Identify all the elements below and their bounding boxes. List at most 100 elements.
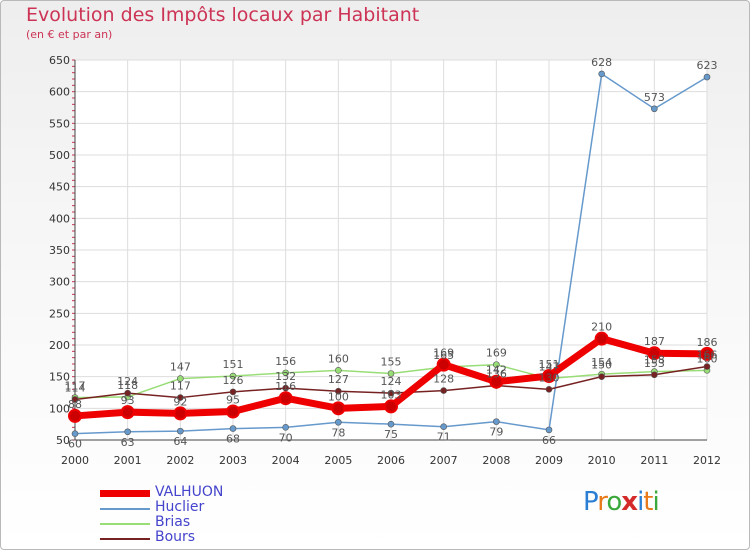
x-tick-label: 2000 [61, 454, 89, 467]
x-tick-label: 2010 [588, 454, 616, 467]
data-point-bours [703, 363, 711, 370]
data-label-huclier: 573 [644, 91, 665, 104]
data-label-valhuon: 103 [381, 388, 402, 401]
logo-letter-o: o [606, 487, 622, 517]
y-tick-label: 50 [56, 434, 70, 447]
data-point-bours [71, 396, 79, 403]
data-label-bours: 124 [117, 375, 138, 388]
data-point-huclier [335, 418, 342, 426]
y-tick-label: 450 [49, 181, 70, 194]
data-label-valhuon: 88 [68, 398, 82, 411]
x-tick-label: 2011 [640, 454, 668, 467]
data-label-bours: 136 [486, 368, 507, 381]
y-tick-label: 100 [49, 402, 70, 415]
logo-letter-t: t [643, 487, 653, 517]
data-label-valhuon: 186 [697, 336, 718, 349]
data-label-huclier: 70 [279, 431, 293, 444]
proxiti-logo: Proxiti [583, 487, 660, 517]
data-point-huclier [651, 105, 658, 113]
data-point-bours [598, 373, 605, 380]
data-label-brias: 160 [328, 352, 349, 365]
data-label-huclier: 623 [697, 59, 718, 72]
data-point-valhuon [331, 401, 346, 416]
data-label-brias: 147 [170, 361, 191, 374]
data-point-valhuon [700, 346, 714, 361]
data-label-huclier: 71 [437, 431, 451, 444]
data-label-huclier: 628 [591, 56, 612, 69]
data-point-brias [387, 370, 395, 377]
logo-letter-r: r [597, 487, 607, 517]
legend-label-huclier: Huclier [155, 499, 205, 515]
data-point-bours [545, 386, 553, 393]
y-tick-label: 650 [49, 54, 70, 67]
data-label-bours: 124 [381, 375, 402, 388]
legend-swatch-brias [100, 523, 150, 525]
data-point-huclier [387, 420, 395, 428]
data-label-brias: 117 [65, 380, 86, 393]
data-label-brias: 155 [381, 356, 402, 369]
data-label-valhuon: 116 [275, 380, 296, 393]
data-point-huclier [703, 73, 711, 81]
data-label-huclier: 66 [542, 434, 556, 447]
data-point-valhuon [173, 406, 188, 421]
data-point-valhuon [436, 357, 451, 372]
data-label-bours: 126 [223, 374, 244, 387]
data-label-valhuon: 151 [539, 358, 560, 371]
data-point-brias [282, 369, 289, 377]
y-tick-label: 200 [49, 339, 70, 352]
data-point-valhuon [226, 404, 240, 419]
data-point-bours [229, 388, 237, 396]
x-tick-label: 2005 [324, 454, 352, 467]
data-label-bours: 117 [170, 380, 191, 393]
data-label-brias: 151 [223, 358, 244, 371]
y-tick-label: 550 [49, 117, 70, 130]
data-label-bours: 114 [65, 381, 86, 394]
data-point-valhuon [68, 408, 82, 423]
logo-letter-p: P [583, 487, 598, 517]
y-tick-label: 400 [49, 212, 70, 225]
data-point-brias [229, 372, 237, 380]
data-label-valhuon: 93 [121, 394, 135, 407]
data-label-valhuon: 100 [328, 390, 349, 403]
x-tick-label: 2002 [166, 454, 194, 467]
data-label-brias: 156 [275, 355, 296, 368]
x-tick-label: 2009 [535, 454, 563, 467]
data-label-huclier: 79 [489, 426, 503, 439]
data-point-valhuon [120, 405, 135, 420]
data-label-valhuon: 142 [486, 364, 507, 377]
data-point-brias [493, 361, 500, 368]
data-label-valhuon: 95 [226, 394, 240, 407]
data-label-brias: 118 [117, 379, 138, 392]
data-label-bours: 128 [433, 373, 454, 386]
data-point-brias [335, 367, 342, 374]
data-label-huclier: 68 [226, 433, 240, 446]
data-label-bours: 127 [328, 373, 349, 386]
data-point-brias [177, 375, 184, 382]
data-point-bours [124, 389, 131, 397]
data-label-brias: 147 [539, 361, 560, 374]
data-point-bours [651, 371, 658, 379]
x-tick-label: 2012 [693, 454, 721, 467]
data-label-huclier: 64 [173, 435, 187, 448]
data-label-brias: 169 [486, 347, 507, 360]
y-tick-label: 150 [49, 371, 70, 384]
y-tick-label: 500 [49, 149, 70, 162]
data-label-huclier: 63 [121, 436, 135, 449]
data-label-valhuon: 92 [173, 395, 187, 408]
data-point-valhuon [489, 374, 504, 389]
data-point-valhuon [594, 331, 609, 346]
data-label-valhuon: 210 [591, 321, 612, 334]
y-tick-label: 250 [49, 307, 70, 320]
data-point-bours [335, 387, 342, 395]
legend-swatch-huclier [100, 508, 150, 510]
data-label-bours: 150 [591, 359, 612, 372]
x-tick-label: 2001 [114, 454, 142, 467]
y-tick-label: 300 [49, 276, 70, 289]
data-point-valhuon [384, 399, 398, 414]
data-point-bours [282, 384, 289, 392]
x-tick-label: 2003 [219, 454, 247, 467]
data-label-brias: 160 [697, 352, 718, 365]
data-point-huclier [282, 424, 289, 431]
data-label-valhuon: 187 [644, 335, 665, 348]
data-point-valhuon [542, 369, 556, 384]
